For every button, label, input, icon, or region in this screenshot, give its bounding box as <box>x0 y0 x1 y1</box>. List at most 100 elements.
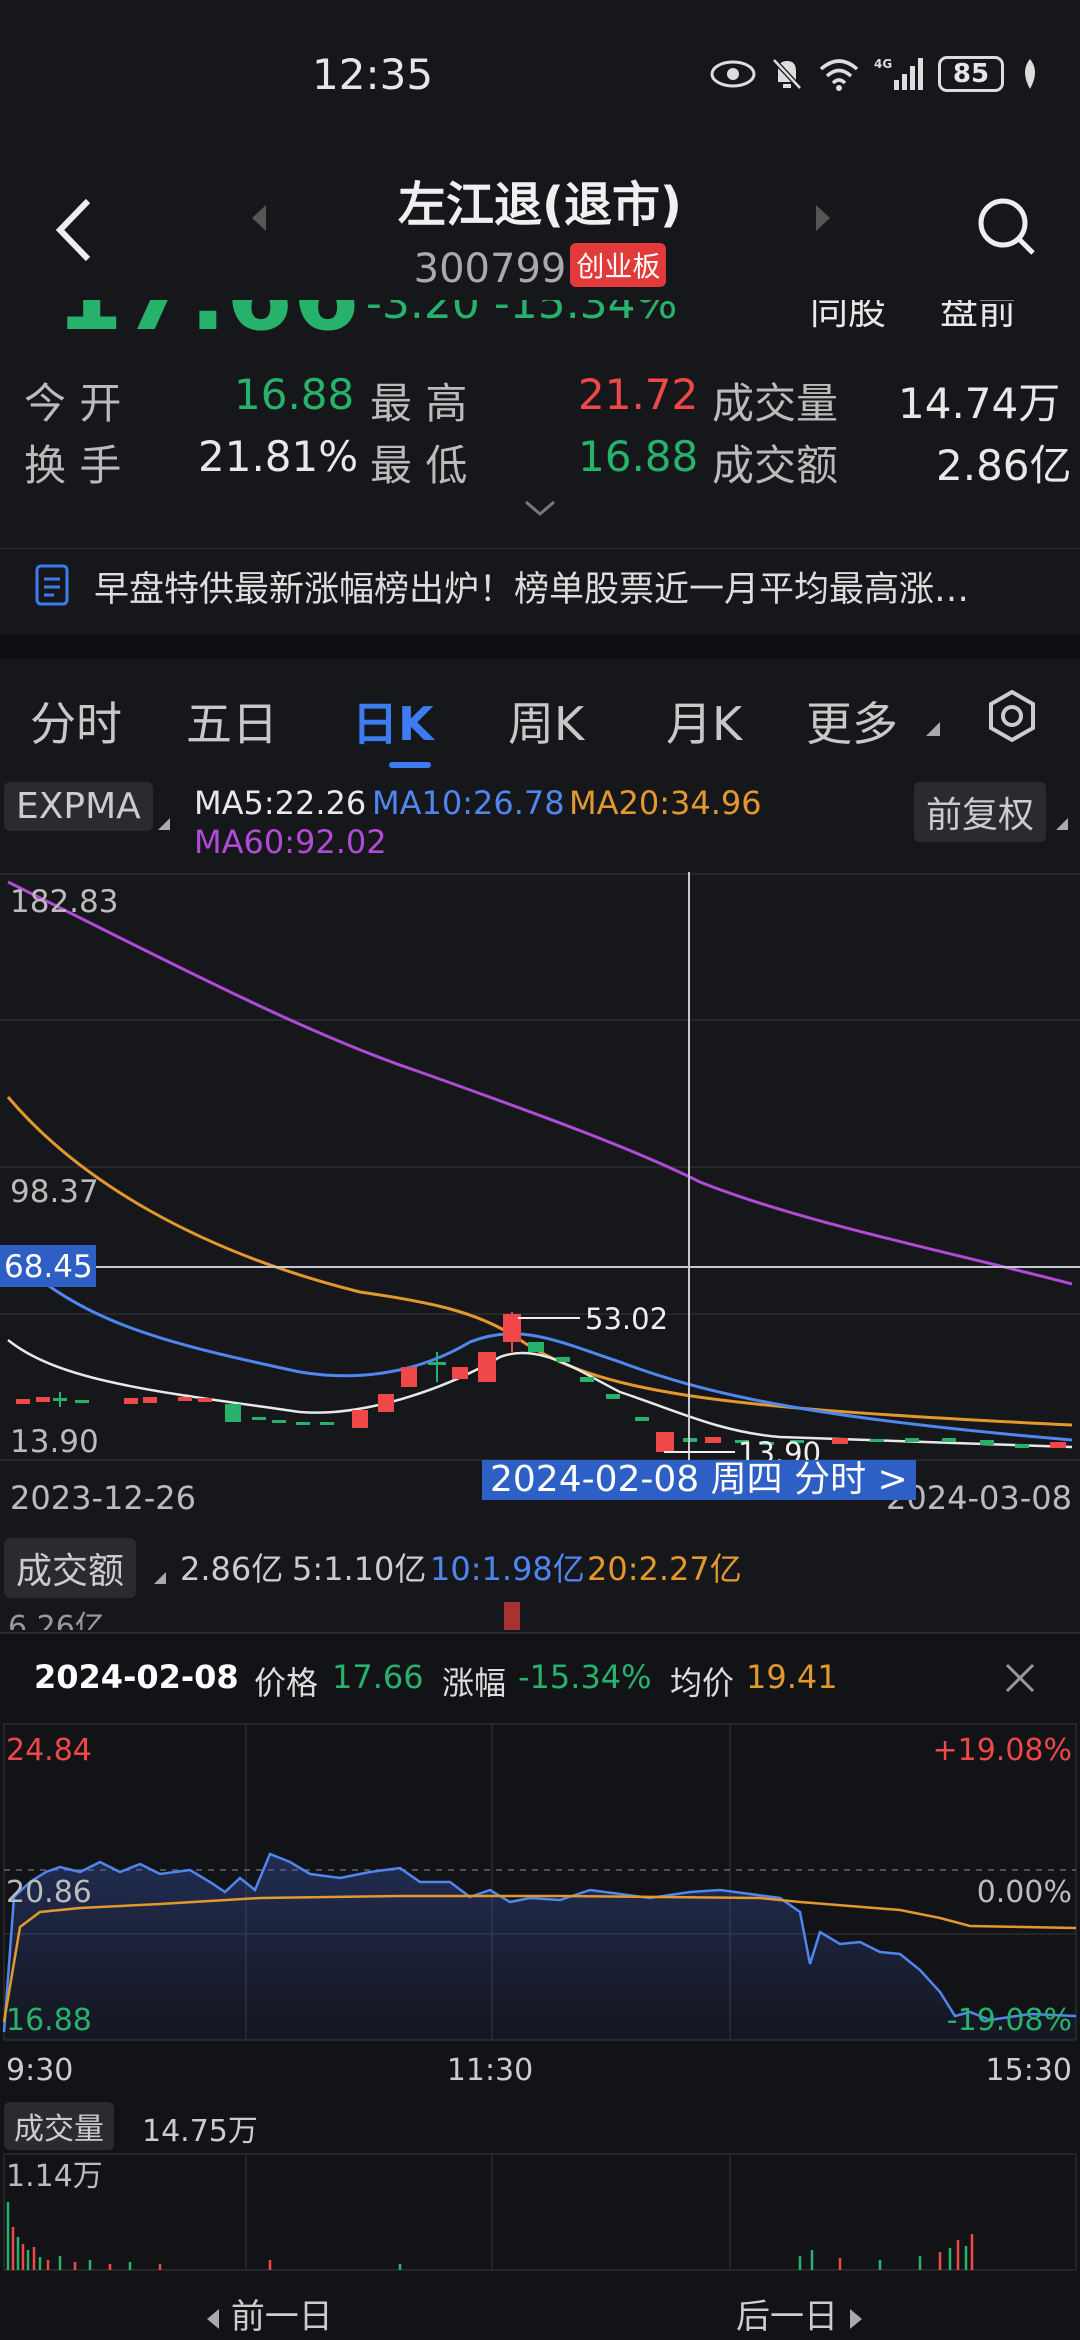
volume-bar <box>504 1602 520 1630</box>
intraday-volume-chart: 1.14万 <box>3 2153 1077 2271</box>
leaf-icon <box>1025 59 1035 89</box>
open-label: 今 开 <box>24 379 122 428</box>
price-line <box>2 1852 1077 2033</box>
partial-right2: 盘前 <box>940 300 1017 333</box>
detail-date: 2024-02-08 <box>34 1658 239 1696</box>
ma20-line <box>6 1096 1073 1427</box>
volume-axis-top: 6.26亿 <box>8 1610 105 1630</box>
prev-arrow-icon <box>207 2308 219 2329</box>
peak-label: 53.02 <box>585 1302 668 1336</box>
status-icons: 4G 85 <box>710 54 1040 94</box>
more-dropdown-icon <box>926 722 940 736</box>
intra-pct-low: -19.08% <box>947 2003 1072 2038</box>
board-badge: 创业板 <box>570 243 667 287</box>
battery-level: 85 <box>952 59 990 89</box>
low-label: 最 低 <box>370 441 468 490</box>
stock-code: 300799 <box>413 246 567 292</box>
high-label: 最 高 <box>370 379 468 428</box>
selected-date-tag[interactable]: 2024-02-08 周四 分时 > <box>482 1460 916 1500</box>
status-time: 12:35 <box>312 50 434 99</box>
4g-signal-icon: 4G <box>874 57 923 90</box>
partial-right1: 同股 <box>810 300 887 333</box>
detail-avg-label: 均价 <box>670 1664 735 1702</box>
intra-volume-total: 14.75万 <box>142 2114 258 2149</box>
volume-ma10: 10:1.98亿 <box>430 1550 585 1588</box>
search-icon[interactable] <box>975 195 1039 259</box>
tab-intraday[interactable]: 分时 <box>30 697 122 751</box>
adjust-selector[interactable]: 前复权 <box>914 782 1047 842</box>
prev-day-button[interactable]: 前一日 <box>206 2289 333 2338</box>
ma10-value: MA10:26.78 <box>372 784 565 822</box>
y-axis-bottom: 13.90 <box>10 1424 99 1460</box>
volume-ma5: 5:1.10亿 <box>292 1550 427 1588</box>
prev-stock-arrow-icon[interactable] <box>250 203 270 233</box>
volume-axis-clip: 6.26亿 <box>0 1600 1080 1630</box>
section-divider <box>0 635 1080 659</box>
crosshair-price: 68.45 <box>4 1249 93 1285</box>
battery-icon: 85 <box>938 56 1004 92</box>
intra-y-mid: 20.86 <box>6 1875 92 1910</box>
eye-icon <box>710 60 756 88</box>
document-icon <box>35 564 69 606</box>
volume-value: 14.74万 <box>898 379 1061 428</box>
turnover-label: 换 手 <box>24 441 122 490</box>
detail-avg: 19.41 <box>746 1658 838 1696</box>
svg-text:4G: 4G <box>874 57 892 71</box>
intraday-chart[interactable]: 24.84 20.86 16.88 +19.08% 0.00% -19.08% … <box>0 1722 1080 2152</box>
price-area <box>4 1854 1076 2040</box>
next-day-button[interactable]: 后一日 <box>736 2289 863 2338</box>
kline-chart[interactable]: 182.83 98.37 13.90 68.45 53.02 13.90 <box>0 872 1080 1472</box>
mute-bell-icon <box>772 58 802 90</box>
tab-weekly-k[interactable]: 周K <box>508 697 585 751</box>
high-value: 21.72 <box>578 370 699 419</box>
next-stock-arrow-icon[interactable] <box>812 203 832 233</box>
volume-dropdown-icon <box>154 1572 166 1584</box>
back-button[interactable] <box>50 195 100 265</box>
time-start: 9:30 <box>6 2053 73 2088</box>
tab-daily-k[interactable]: 日K <box>352 697 434 751</box>
indicator-name: EXPMA <box>16 786 141 827</box>
time-mid: 11:30 <box>447 2053 533 2088</box>
partial-price-row: 17.66 -3.20 -15.34% 同股 盘前 <box>0 300 1080 336</box>
tab-five-day[interactable]: 五日 <box>186 697 278 751</box>
stock-title: 左江退(退市) <box>398 177 682 233</box>
volume-selector[interactable]: 成交额 <box>4 1538 137 1598</box>
volume-label: 成交额 <box>16 1551 125 1592</box>
prev-day-label: 前一日 <box>230 2297 333 2337</box>
detail-change: -15.34% <box>518 1658 652 1696</box>
tab-monthly-k[interactable]: 月K <box>666 697 743 751</box>
indicator-dropdown-icon <box>158 818 170 830</box>
y-axis-mid: 98.37 <box>10 1174 99 1210</box>
news-ticker[interactable]: 早盘特供最新涨幅榜出炉！榜单股票近一月平均最高涨… <box>0 548 1080 618</box>
amount-label: 成交额 <box>712 441 839 490</box>
indicator-selector[interactable]: EXPMA <box>4 782 153 831</box>
ma10-line <box>6 1250 1073 1442</box>
expand-chevron-icon[interactable] <box>523 498 557 518</box>
turnover-value: 21.81% <box>198 432 359 481</box>
intraday-detail-panel: 2024-02-08 价格 17.66 涨幅 -15.34% 均价 19.41 … <box>0 1632 1080 2340</box>
intra-volume-label: 成交量 <box>4 2102 114 2150</box>
time-end: 15:30 <box>986 2053 1072 2088</box>
ma5-line <box>7 1339 1073 1449</box>
partial-price: 17.66 <box>56 300 360 336</box>
volume-indicator-row: 成交额 2.86亿 5:1.10亿 10:1.98亿 20:2.27亿 <box>0 1538 1080 1598</box>
low-value: 16.88 <box>578 432 699 481</box>
stock-code-row: 300799 创业板 <box>0 243 1080 292</box>
volume-label: 成交量 <box>712 379 839 428</box>
ma60-line <box>7 880 1073 1286</box>
end-date: 2024-03-08 <box>886 1479 1072 1517</box>
tab-more[interactable]: 更多 <box>806 697 898 751</box>
average-line <box>2 1894 1077 2023</box>
date-axis: 2023-12-26 2024-03-08 <box>0 1475 1080 1525</box>
close-icon[interactable] <box>1004 1662 1036 1694</box>
detail-header: 2024-02-08 价格 17.66 涨幅 -15.34% 均价 19.41 <box>0 1634 1080 1722</box>
intra-y-low: 16.88 <box>6 2003 92 2038</box>
detail-price: 17.66 <box>332 1658 424 1696</box>
detail-change-label: 涨幅 <box>442 1664 507 1702</box>
settings-hexagon-icon[interactable] <box>984 688 1040 744</box>
ma60-value: MA60:92.02 <box>194 823 387 861</box>
adjust-dropdown-icon <box>1056 818 1068 830</box>
detail-price-label: 价格 <box>254 1664 319 1702</box>
intra-pct-mid: 0.00% <box>977 1875 1072 1910</box>
open-value: 16.88 <box>234 370 355 419</box>
